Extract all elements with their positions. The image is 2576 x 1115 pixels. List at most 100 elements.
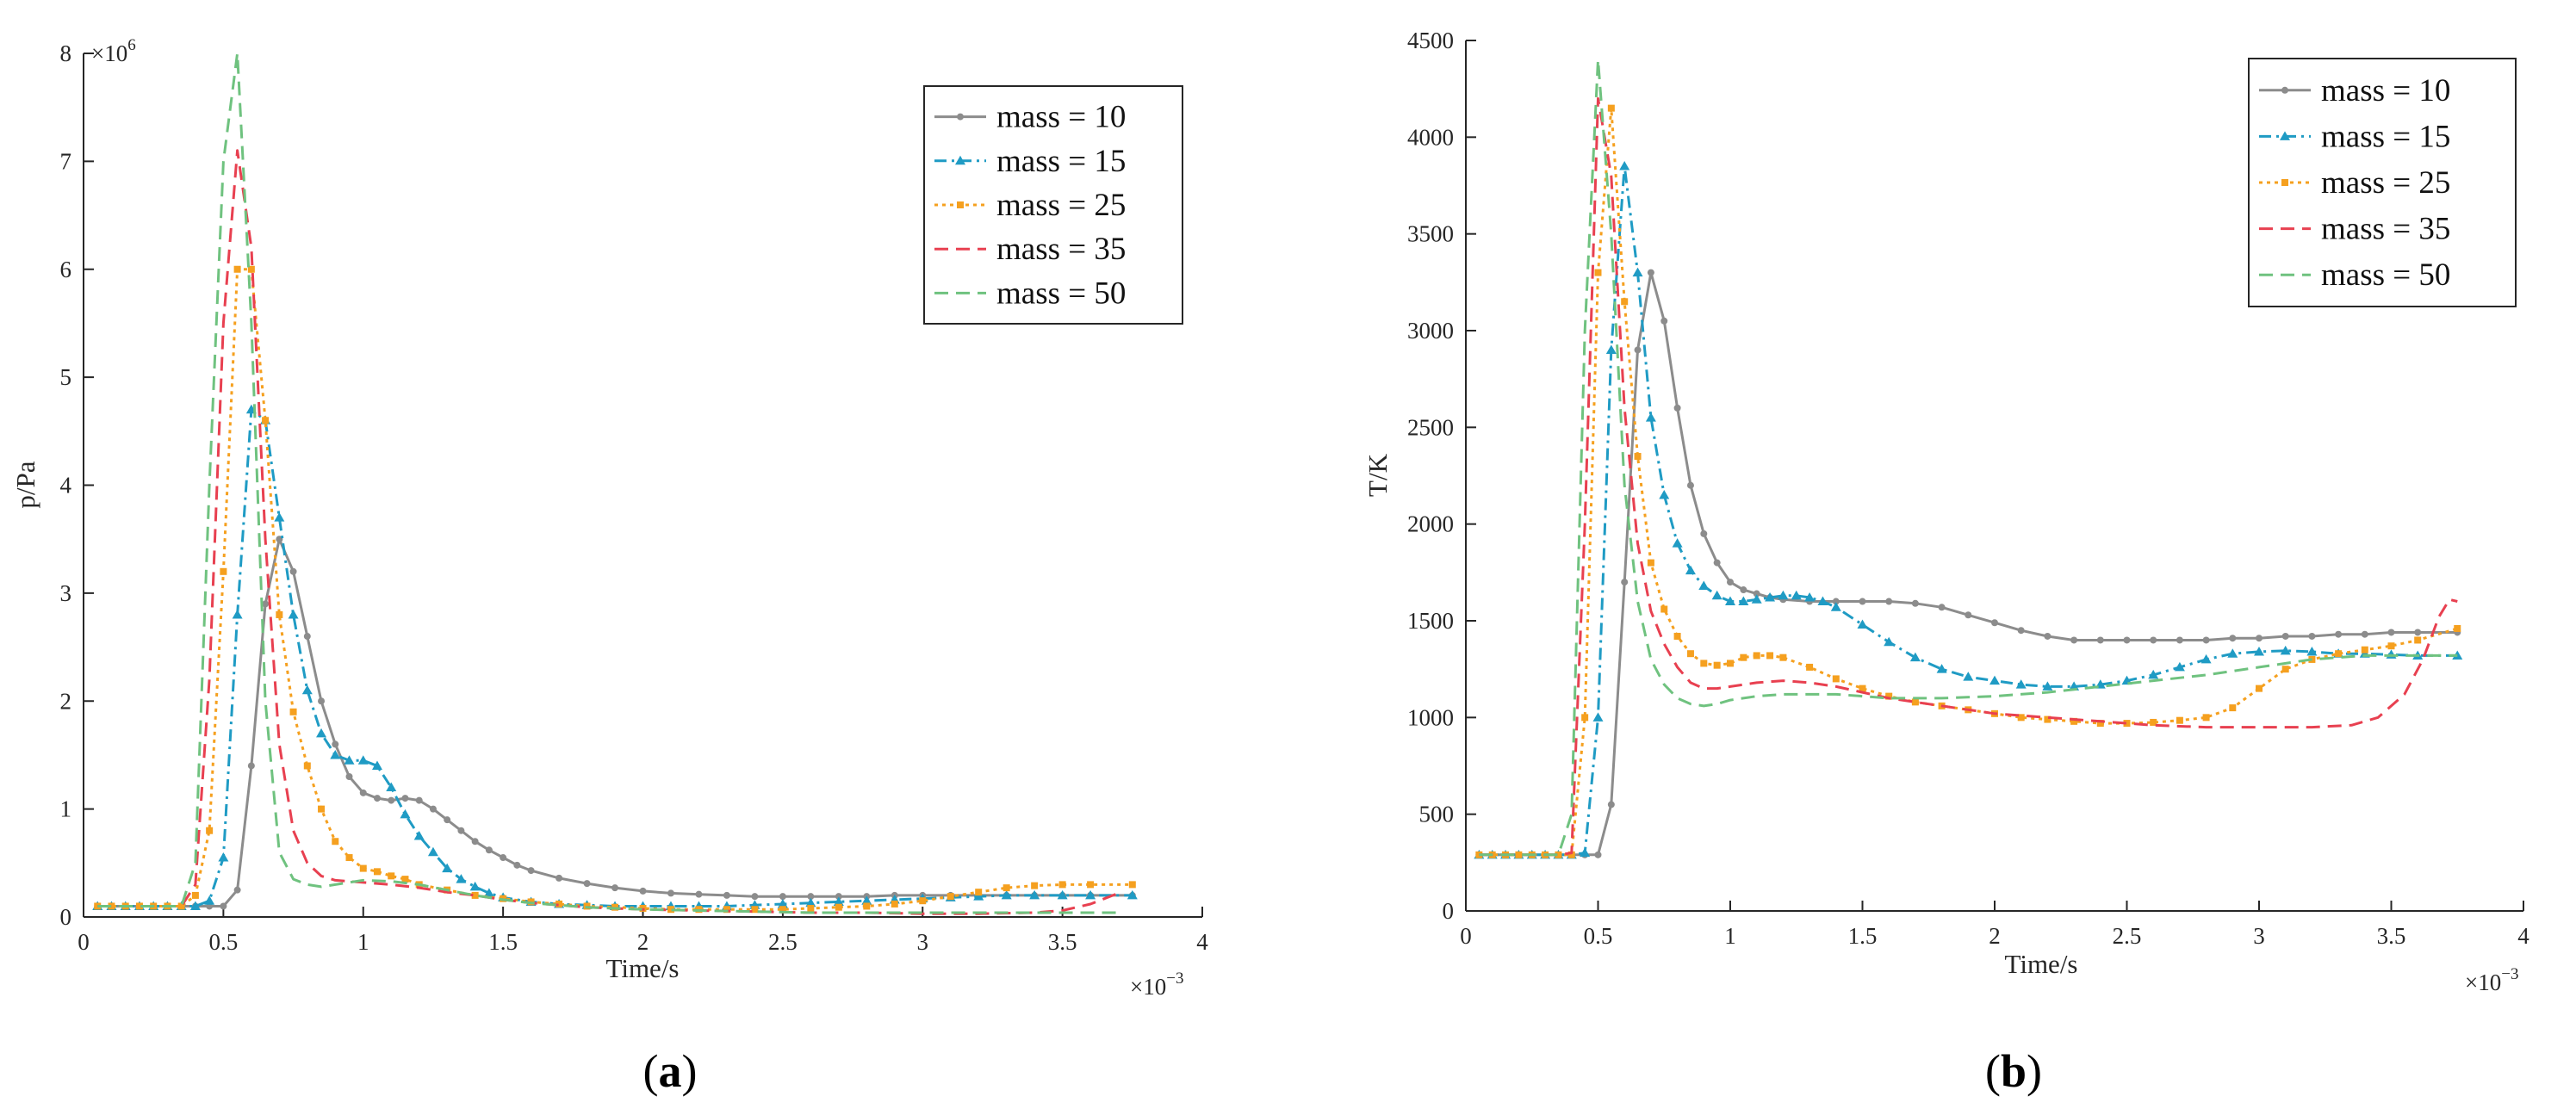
x-tick-label: 0 [1460, 923, 1472, 949]
x-tick-label: 3.5 [1048, 929, 1077, 955]
x-tick-label: 1 [357, 929, 369, 955]
data-point [1087, 881, 1095, 889]
data-point [1581, 714, 1589, 722]
x-tick-label: 4 [1196, 929, 1208, 955]
data-point [247, 265, 255, 273]
x-tick-label: 1 [1724, 923, 1736, 949]
y-tick-label: 3500 [1407, 221, 1454, 247]
data-point [262, 417, 270, 424]
data-point [357, 755, 369, 765]
data-point [1740, 586, 1747, 594]
x-tick-label: 1.5 [488, 929, 518, 955]
data-point [108, 902, 115, 910]
data-point [1989, 675, 2000, 685]
data-point [2280, 645, 2291, 655]
plot-area [92, 52, 1138, 915]
data-point [1936, 664, 1947, 673]
data-point [2256, 635, 2263, 642]
series-line [97, 408, 1133, 907]
data-point [1859, 598, 1866, 605]
data-point [457, 827, 465, 834]
data-point [1806, 663, 1814, 671]
data-point [1751, 594, 1762, 604]
legend-item: mass = 10 [934, 100, 1126, 135]
x-tick-label: 3 [917, 929, 929, 955]
data-point [1647, 559, 1654, 567]
data-point [2281, 632, 2289, 640]
data-point [316, 728, 327, 738]
data-point [2202, 714, 2210, 722]
data-point [1765, 592, 1776, 602]
data-point [2176, 716, 2183, 724]
data-point [1607, 801, 1615, 808]
data-point [556, 900, 563, 907]
data-point [429, 805, 437, 813]
data-point [2256, 684, 2263, 692]
data-point [2414, 636, 2422, 644]
data-point [947, 893, 954, 901]
data-point [401, 795, 409, 802]
data-point [1085, 889, 1096, 900]
data-point [1127, 889, 1138, 900]
legend-label: mass = 25 [2321, 165, 2450, 201]
x-tick-label: 0.5 [1584, 923, 1613, 949]
data-point [1592, 712, 1604, 722]
legend-marker [957, 113, 964, 121]
data-point [400, 808, 411, 819]
y-tick-label: 0 [60, 904, 72, 930]
data-point [1555, 851, 1562, 858]
series-1 [1475, 269, 2461, 858]
data-point [220, 902, 227, 910]
data-point [723, 906, 730, 914]
y-tick-label: 4 [60, 473, 72, 499]
data-point [1673, 632, 1681, 640]
data-point [345, 854, 353, 862]
data-point [2044, 632, 2051, 640]
y-tick-label: 0 [1443, 898, 1455, 924]
data-point [1619, 161, 1630, 170]
series-line [1479, 59, 2458, 857]
data-point [1779, 654, 1787, 661]
data-point [779, 906, 786, 914]
data-point [1672, 538, 1683, 548]
data-point [1885, 598, 1893, 605]
data-point [2174, 661, 2185, 672]
data-point [1938, 604, 1946, 611]
data-point [973, 891, 984, 901]
data-point [1713, 661, 1721, 669]
data-point [1634, 346, 1642, 354]
data-point [303, 633, 311, 641]
data-point [1778, 590, 1789, 600]
data-point [1686, 650, 1694, 658]
data-point [2044, 715, 2051, 723]
series-5 [97, 52, 1119, 914]
data-point [444, 816, 451, 824]
data-point [2017, 627, 2025, 635]
data-point [332, 740, 339, 748]
data-point [483, 888, 494, 897]
legend-item: mass = 15 [2259, 119, 2450, 154]
legend-marker [2280, 131, 2290, 140]
data-point [401, 876, 409, 883]
data-point [639, 887, 647, 895]
data-point [189, 901, 201, 910]
data-point [2308, 632, 2316, 640]
data-point [863, 902, 871, 910]
data-point [1659, 489, 1670, 499]
y-tick-label: 4500 [1407, 28, 1454, 53]
data-point [919, 897, 927, 905]
series-4 [1479, 96, 2458, 857]
data-point [330, 749, 341, 759]
data-point [303, 762, 311, 770]
y-tick-label: 2500 [1407, 414, 1454, 440]
legend: mass = 10 mass = 15 mass = 25 mass = 35 mass… [923, 85, 1183, 325]
data-point [2414, 629, 2422, 636]
data-point [388, 872, 395, 880]
data-point [135, 902, 143, 910]
y-tick-label: 1000 [1407, 704, 1454, 730]
data-point [527, 867, 535, 875]
legend-label: mass = 25 [996, 188, 1126, 223]
data-point [469, 881, 481, 891]
series-3 [94, 265, 1136, 914]
data-point [2361, 646, 2368, 654]
